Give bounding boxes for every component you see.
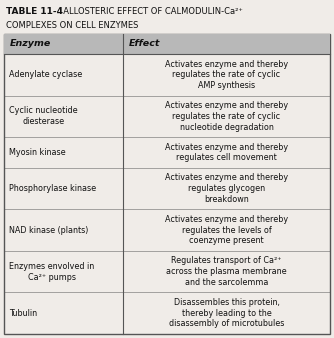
Text: COMPLEXES ON CELL ENZYMES: COMPLEXES ON CELL ENZYMES	[6, 21, 138, 30]
Text: Regulates transport of Ca²⁺
across the plasma membrane
and the sarcolemma: Regulates transport of Ca²⁺ across the p…	[166, 257, 287, 287]
Text: Activates enzyme and thereby
regulates the rate of cyclic
nucleotide degradation: Activates enzyme and thereby regulates t…	[165, 101, 288, 131]
Text: Myosin kinase: Myosin kinase	[9, 148, 65, 157]
Text: Enzyme: Enzyme	[10, 40, 51, 48]
Text: Activates enzyme and thereby
regulates the levels of
coenzyme present: Activates enzyme and thereby regulates t…	[165, 215, 288, 245]
Text: Enzymes envolved in
Ca²⁺ pumps: Enzymes envolved in Ca²⁺ pumps	[9, 262, 94, 282]
Text: Activates enzyme and thereby
regulates glycogen
breakdown: Activates enzyme and thereby regulates g…	[165, 173, 288, 204]
Text: Adenylate cyclase: Adenylate cyclase	[9, 70, 82, 79]
Text: Tubulin: Tubulin	[9, 309, 37, 318]
Text: Effect: Effect	[129, 40, 160, 48]
Text: Cyclic nucleotide
diesterase: Cyclic nucleotide diesterase	[9, 106, 77, 126]
Text: Phosphorylase kinase: Phosphorylase kinase	[9, 184, 96, 193]
Text: ALLOSTERIC EFFECT OF CALMODULIN-Ca²⁺: ALLOSTERIC EFFECT OF CALMODULIN-Ca²⁺	[58, 7, 243, 16]
Text: Activates enzyme and thereby
regulates cell movement: Activates enzyme and thereby regulates c…	[165, 143, 288, 162]
Text: TABLE 11-4: TABLE 11-4	[6, 7, 63, 16]
Text: Activates enzyme and thereby
regulates the rate of cyclic
AMP synthesis: Activates enzyme and thereby regulates t…	[165, 59, 288, 90]
Text: NAD kinase (plants): NAD kinase (plants)	[9, 225, 89, 235]
Bar	[4, 34, 330, 334]
Text: Disassembles this protein,
thereby leading to the
disassembly of microtubules: Disassembles this protein, thereby leadi…	[169, 298, 284, 329]
Bar	[4, 34, 330, 54]
